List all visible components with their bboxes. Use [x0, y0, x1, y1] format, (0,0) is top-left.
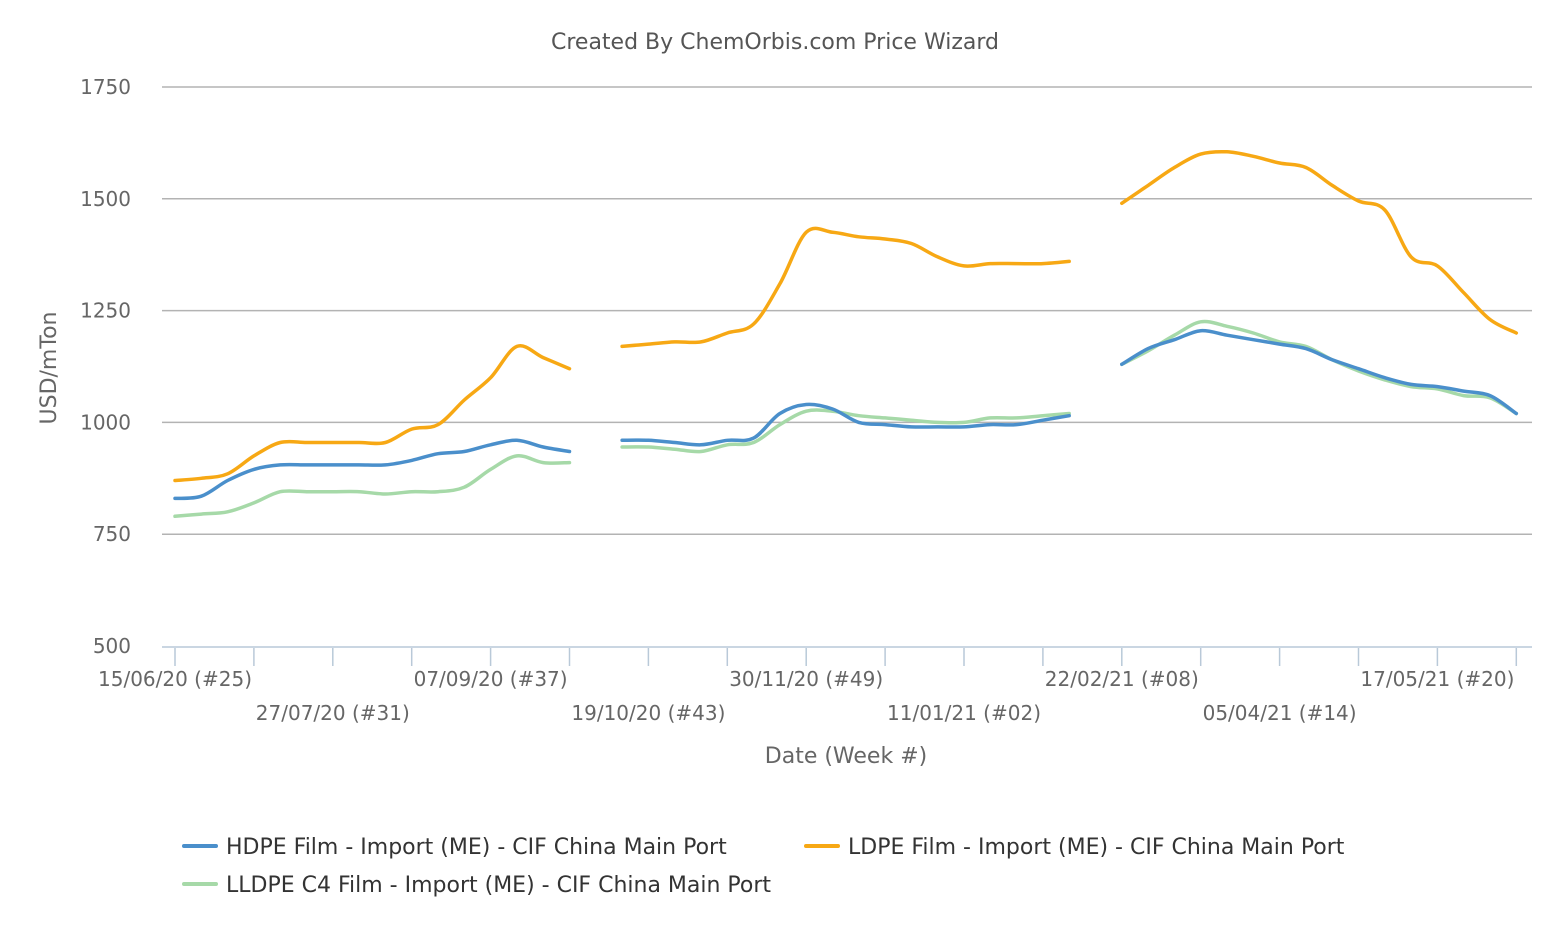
- series-line: [1120, 328, 1519, 416]
- legend-label: LLDPE C4 Film - Import (ME) - CIF China …: [226, 873, 771, 898]
- y-tick-label: 500: [93, 634, 131, 658]
- x-tick-label: 27/07/20 (#31): [256, 701, 410, 725]
- x-tick-label: 22/02/21 (#08): [1045, 667, 1199, 691]
- x-tick-label: 11/01/21 (#02): [887, 701, 1041, 725]
- series-line: [620, 402, 1071, 447]
- chart-title: Created By ChemOrbis.com Price Wizard: [551, 30, 999, 55]
- y-axis-title: USD/mTon: [37, 312, 62, 425]
- series-layer: [173, 149, 1519, 519]
- grid-layer: 500 750 1000 1250 1500 1750: [80, 75, 1532, 658]
- y-tick-label: 750: [93, 522, 131, 546]
- series-line: [620, 226, 1071, 349]
- series-line: [173, 344, 572, 483]
- x-tick-label: 30/11/20 (#49): [729, 667, 883, 691]
- y-tick-label: 1000: [80, 410, 131, 434]
- x-tick-label: 07/09/20 (#37): [414, 667, 568, 691]
- series-hdpe: [173, 328, 1519, 501]
- y-tick-label: 1500: [80, 187, 131, 211]
- legend: HDPE Film - Import (ME) - CIF China Main…: [182, 835, 1345, 898]
- legend-label: HDPE Film - Import (ME) - CIF China Main…: [226, 835, 727, 860]
- legend-label: LDPE Film - Import (ME) - CIF China Main…: [848, 835, 1345, 860]
- x-axis-title: Date (Week #): [765, 744, 927, 769]
- series-line: [1120, 149, 1519, 335]
- x-tick-label: 17/05/21 (#20): [1360, 667, 1514, 691]
- x-axis: 15/06/20 (#25)27/07/20 (#31)07/09/20 (#3…: [98, 646, 1532, 725]
- series-line: [620, 408, 1071, 454]
- series-line: [173, 438, 572, 501]
- x-tick-label: 05/04/21 (#14): [1203, 701, 1357, 725]
- y-tick-label: 1750: [80, 75, 131, 99]
- x-tick-label: 15/06/20 (#25): [98, 667, 252, 691]
- series-ldpe: [173, 149, 1519, 483]
- x-tick-label: 19/10/20 (#43): [571, 701, 725, 725]
- series-line: [173, 454, 572, 519]
- y-tick-label: 1250: [80, 299, 131, 323]
